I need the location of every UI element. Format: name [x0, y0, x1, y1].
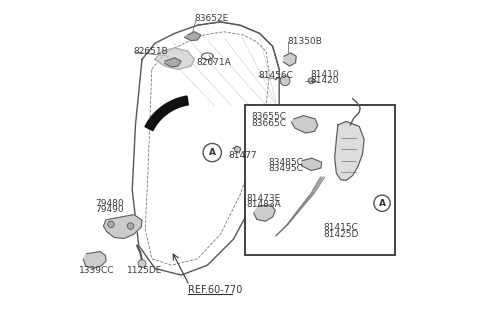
Circle shape	[127, 223, 134, 229]
Text: 81483A: 81483A	[246, 200, 281, 209]
Text: 83652E: 83652E	[194, 14, 228, 23]
Text: 83495C: 83495C	[269, 164, 304, 174]
Circle shape	[108, 221, 114, 228]
Polygon shape	[165, 58, 181, 67]
Text: 81473E: 81473E	[246, 194, 280, 203]
Polygon shape	[335, 122, 364, 180]
Text: 79490: 79490	[96, 205, 124, 214]
Text: 81350B: 81350B	[288, 37, 322, 46]
Circle shape	[138, 260, 146, 268]
Text: 81477: 81477	[228, 151, 257, 160]
Text: 81420: 81420	[310, 76, 339, 85]
Text: 81410: 81410	[310, 70, 339, 79]
Text: 83485C: 83485C	[269, 158, 304, 167]
Text: 81415C: 81415C	[324, 223, 358, 232]
Text: 82651B: 82651B	[134, 47, 168, 56]
Polygon shape	[292, 116, 318, 133]
Text: 83665C: 83665C	[252, 119, 287, 128]
Polygon shape	[283, 53, 296, 66]
Text: 82671A: 82671A	[196, 58, 231, 67]
Text: 81456C: 81456C	[258, 71, 293, 80]
Polygon shape	[104, 215, 142, 238]
Polygon shape	[83, 252, 106, 269]
Text: 1125DE: 1125DE	[127, 266, 163, 275]
Circle shape	[234, 146, 240, 152]
Text: REF.60-770: REF.60-770	[188, 285, 242, 295]
Text: 1339CC: 1339CC	[79, 266, 115, 275]
Text: A: A	[379, 199, 385, 208]
Text: 83655C: 83655C	[252, 112, 287, 121]
Bar	[245, 105, 395, 256]
Polygon shape	[254, 205, 275, 221]
Polygon shape	[184, 32, 201, 41]
Text: 81425D: 81425D	[324, 230, 359, 239]
Circle shape	[308, 78, 314, 84]
Text: 79480: 79480	[96, 199, 124, 208]
Polygon shape	[145, 96, 188, 131]
Polygon shape	[301, 158, 322, 171]
Polygon shape	[155, 48, 194, 69]
Text: A: A	[209, 148, 216, 157]
Circle shape	[280, 76, 290, 86]
